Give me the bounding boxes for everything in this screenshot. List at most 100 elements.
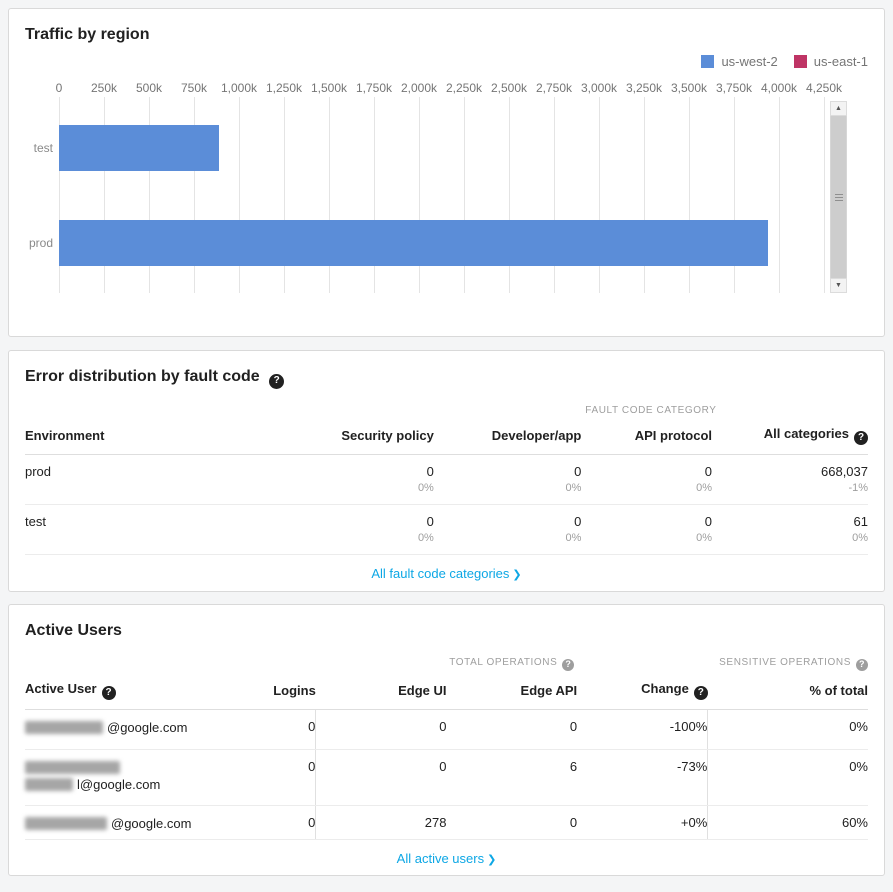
legend-label: us-west-2	[721, 53, 778, 69]
pct-of-total-cell: 0%	[707, 749, 868, 806]
x-axis-tick-label: 500k	[135, 81, 163, 95]
column-header-change: Change?	[577, 680, 708, 710]
traffic-y-labels: test prod	[25, 101, 59, 293]
legend-swatch	[793, 54, 807, 68]
redacted-name-blur	[25, 816, 107, 830]
active-user-help-icon[interactable]: ?	[101, 685, 116, 700]
table-row-prod: prod 0 0% 0 0% 0 0% 668,037 -1%	[25, 454, 868, 505]
x-axis-tick-label: 3,750k	[715, 81, 753, 95]
y-axis-category-label: prod	[28, 236, 53, 250]
column-header-api-protocol: API protocol	[581, 425, 713, 455]
legend-item-us-east-1[interactable]: us-east-1	[793, 53, 868, 69]
active-users-card-title: Active Users	[25, 622, 122, 639]
edge-api-cell: 0	[446, 709, 578, 750]
chevron-right-icon: ❯	[487, 853, 497, 866]
active-users-card: Active Users TOTAL OPERATIONS? SENSITIVE…	[8, 604, 885, 876]
edge-api-cell: 0	[446, 805, 578, 840]
gridline	[734, 97, 735, 293]
environment-name: prod	[25, 454, 295, 505]
column-header-edge-api: Edge API	[446, 680, 578, 710]
gridline	[599, 97, 600, 293]
traffic-by-region-card: Traffic by region us-west-2 us-east-1 te…	[8, 8, 885, 337]
gridline	[59, 97, 60, 293]
gridline	[779, 97, 780, 293]
all-active-users-link[interactable]: All active users ❯	[396, 850, 497, 866]
logins-cell: 0	[193, 749, 316, 806]
column-header-developer-app: Developer/app	[433, 425, 582, 455]
redacted-name-blur	[25, 777, 73, 791]
errors-title-help-icon[interactable]: ?	[269, 373, 285, 389]
gridline	[239, 97, 240, 293]
x-axis-tick-label: 1,750k	[355, 81, 393, 95]
x-axis-tick-label: 750k	[180, 81, 208, 95]
group-header-row: TOTAL OPERATIONS? SENSITIVE OPERATIONS?	[25, 657, 868, 681]
edge-ui-cell: 0	[315, 749, 447, 806]
active-users-table: TOTAL OPERATIONS? SENSITIVE OPERATIONS? …	[25, 657, 868, 878]
gridline	[284, 97, 285, 293]
active-user-email: @google.com	[25, 805, 194, 840]
gridline	[464, 97, 465, 293]
column-header-row: Active User? Logins Edge UI Edge API Cha…	[25, 680, 868, 710]
x-axis-tick-label: 0	[55, 81, 63, 95]
gridline	[509, 97, 510, 293]
sensitive-operations-group-header: SENSITIVE OPERATIONS?	[708, 657, 868, 681]
gridline	[374, 97, 375, 293]
chart-scrollbar[interactable]: ▲ ▼	[830, 101, 847, 293]
change-cell: -100%	[577, 709, 708, 750]
fault-code-category-group-header: FAULT CODE CATEGORY	[585, 404, 717, 416]
gridline	[149, 97, 150, 293]
change-cell: +0%	[577, 805, 708, 840]
scrollbar-up-button[interactable]: ▲	[830, 101, 847, 116]
edge-ui-cell: 278	[315, 805, 447, 840]
traffic-plot-col: 0 250k 500k 750k 1,000k 1,250k 1,500k 1,750k 2,0…	[55, 79, 842, 293]
pct-of-total-cell: 60%	[707, 805, 868, 840]
legend-swatch	[701, 54, 715, 68]
chart-legend: us-west-2 us-east-1	[25, 53, 868, 69]
gridline	[194, 97, 195, 293]
redacted-name-blur	[25, 760, 120, 774]
x-axis-tick-label: 2,750k	[535, 81, 573, 95]
all-categories-help-icon[interactable]: ?	[854, 430, 868, 445]
api-protocol-cell: 0 0%	[581, 454, 713, 505]
column-header-edge-ui: Edge UI	[315, 680, 447, 710]
errors-card-title: Error distribution by fault code	[25, 368, 260, 385]
x-axis-tick-label: 1,500k	[310, 81, 348, 95]
x-axis-tick-label: 3,000k	[580, 81, 618, 95]
total-operations-help-icon[interactable]: ?	[562, 658, 575, 671]
footer-link-row: All active users ❯	[25, 839, 868, 878]
gridline	[554, 97, 555, 293]
footer-link-row: All fault code categories ❯	[25, 554, 868, 593]
active-user-row: @google.com 0 0 0 -100% 0%	[25, 709, 868, 750]
change-help-icon[interactable]: ?	[693, 685, 708, 700]
environment-name: test	[25, 504, 295, 555]
scrollbar-thumb[interactable]	[831, 116, 846, 278]
column-header-pct-of-total: % of total	[707, 680, 868, 710]
security-policy-cell: 0 0%	[294, 504, 434, 555]
sensitive-operations-help-icon[interactable]: ?	[856, 658, 868, 671]
column-header-all-categories: All categories?	[712, 425, 868, 455]
pct-of-total-cell: 0%	[707, 709, 868, 750]
traffic-plot-area	[59, 97, 825, 293]
bar-us-west-2-prod	[59, 220, 769, 266]
y-axis-category-label: test	[33, 141, 53, 155]
legend-item-us-west-2[interactable]: us-west-2	[701, 53, 778, 69]
x-axis-tick-label: 3,500k	[670, 81, 708, 95]
scrollbar-grip-icon	[834, 193, 843, 201]
active-user-row: @google.com 0 278 0 +0% 60%	[25, 805, 868, 840]
gridline	[644, 97, 645, 293]
column-header-row: Environment Security policy Developer/ap…	[25, 425, 868, 455]
redacted-name-blur	[25, 720, 103, 734]
x-axis-tick-label: 4,000k	[760, 81, 798, 95]
all-fault-code-categories-link[interactable]: All fault code categories ❯	[371, 565, 522, 581]
developer-app-cell: 0 0%	[433, 454, 582, 505]
column-header-environment: Environment	[25, 425, 295, 455]
bar-us-west-2-test	[59, 125, 220, 171]
logins-cell: 0	[193, 805, 316, 840]
x-axis-tick-label: 1,000k	[220, 81, 258, 95]
error-distribution-card: Error distribution by fault code ? FAULT…	[8, 350, 885, 592]
gridline	[689, 97, 690, 293]
active-user-email: @google.com	[25, 709, 194, 750]
gridline	[329, 97, 330, 293]
all-categories-cell: 668,037 -1%	[712, 454, 868, 505]
scrollbar-down-button[interactable]: ▼	[830, 278, 847, 293]
